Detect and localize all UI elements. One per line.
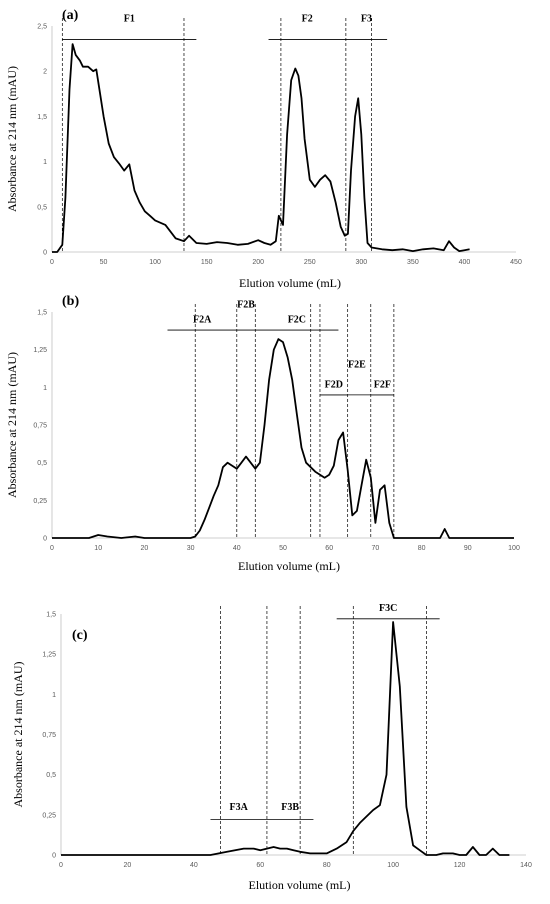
y-axis-title: Absorbance at 214 nm (mAU) bbox=[11, 662, 25, 808]
y-tick-label: 0,25 bbox=[42, 812, 56, 819]
x-tick-label: 90 bbox=[464, 545, 472, 552]
y-tick-label: 1,5 bbox=[37, 310, 47, 317]
panel-label: (a) bbox=[62, 8, 79, 23]
y-axis-title: Absorbance at 214 nm (mAU) bbox=[5, 352, 19, 498]
y-tick-label: 0,5 bbox=[37, 460, 47, 467]
x-tick-label: 120 bbox=[454, 862, 466, 869]
x-tick-label: 60 bbox=[256, 862, 264, 869]
fraction-label: F3 bbox=[361, 13, 372, 24]
x-tick-label: 20 bbox=[141, 545, 149, 552]
fraction-label: F3A bbox=[230, 802, 249, 813]
x-tick-label: 40 bbox=[190, 862, 198, 869]
fraction-label: F2B bbox=[237, 299, 255, 310]
x-axis-title: Elution volume (mL) bbox=[249, 878, 351, 892]
x-tick-label: 400 bbox=[459, 259, 471, 266]
x-tick-label: 80 bbox=[418, 545, 426, 552]
y-tick-label: 0 bbox=[43, 250, 47, 257]
y-tick-label: 1 bbox=[43, 385, 47, 392]
fraction-label: F2D bbox=[325, 379, 343, 390]
fraction-label: F1 bbox=[124, 13, 135, 24]
x-tick-label: 0 bbox=[50, 259, 54, 266]
panel-label: (c) bbox=[72, 628, 88, 643]
y-tick-label: 1,25 bbox=[33, 347, 47, 354]
x-tick-label: 10 bbox=[94, 545, 102, 552]
x-axis-title: Elution volume (mL) bbox=[239, 276, 341, 290]
x-tick-label: 350 bbox=[407, 259, 419, 266]
y-tick-label: 2 bbox=[43, 69, 47, 76]
fraction-label: F2E bbox=[348, 360, 366, 371]
x-tick-label: 100 bbox=[149, 259, 161, 266]
y-axis-title: Absorbance at 214 nm (mAU) bbox=[5, 66, 19, 212]
x-tick-label: 50 bbox=[279, 545, 287, 552]
y-tick-label: 0,5 bbox=[46, 772, 56, 779]
x-tick-label: 0 bbox=[59, 862, 63, 869]
x-tick-label: 140 bbox=[520, 862, 532, 869]
x-tick-label: 50 bbox=[100, 259, 108, 266]
y-tick-label: 1,5 bbox=[37, 114, 47, 121]
x-tick-label: 60 bbox=[325, 545, 333, 552]
y-tick-label: 1 bbox=[52, 692, 56, 699]
x-tick-label: 0 bbox=[50, 545, 54, 552]
y-tick-label: 1 bbox=[43, 159, 47, 166]
x-axis-title: Elution volume (mL) bbox=[238, 559, 340, 573]
y-tick-label: 0,75 bbox=[42, 732, 56, 739]
x-tick-label: 200 bbox=[252, 259, 264, 266]
chromatogram-line bbox=[52, 338, 514, 539]
fraction-label: F3B bbox=[281, 802, 299, 813]
panel-label: (b) bbox=[62, 294, 79, 309]
chromatogram-line bbox=[52, 43, 470, 253]
y-tick-label: 1,5 bbox=[46, 612, 56, 619]
chromatogram-line bbox=[61, 621, 510, 856]
y-tick-label: 0 bbox=[43, 536, 47, 543]
chart-panel-2: 0 10 20 30 40 50 60 70 80 90 100 0 0,25 0,5 0,75 1 1,25 1… bbox=[5, 294, 520, 573]
x-tick-label: 100 bbox=[508, 545, 520, 552]
chart-panel-3: 0 20 40 60 80 100 120 140 0 0,25 0,5 0,75 1 1,25 1,5 El… bbox=[11, 603, 532, 892]
x-tick-label: 70 bbox=[372, 545, 380, 552]
y-tick-label: 2,5 bbox=[37, 24, 47, 31]
y-tick-label: 0,75 bbox=[33, 423, 47, 430]
x-tick-label: 40 bbox=[233, 545, 241, 552]
y-tick-label: 0,5 bbox=[37, 204, 47, 211]
x-tick-label: 300 bbox=[355, 259, 367, 266]
fraction-label: F2C bbox=[288, 315, 306, 326]
x-tick-label: 20 bbox=[124, 862, 132, 869]
x-tick-label: 250 bbox=[304, 259, 316, 266]
x-tick-label: 100 bbox=[387, 862, 399, 869]
fraction-label: F2A bbox=[193, 315, 212, 326]
x-tick-label: 80 bbox=[323, 862, 331, 869]
chart-panel-1: 0 50 100 150 200 250 300 350 400 450 0 0,5 1 1,5 2 2,5 E… bbox=[5, 8, 522, 290]
x-tick-label: 450 bbox=[510, 259, 522, 266]
fraction-label: F2 bbox=[302, 13, 313, 24]
fraction-label: F3C bbox=[379, 603, 397, 614]
y-tick-label: 0 bbox=[52, 853, 56, 860]
fraction-label: F2F bbox=[374, 379, 391, 390]
y-tick-label: 1,25 bbox=[42, 652, 56, 659]
x-tick-label: 150 bbox=[201, 259, 213, 266]
x-tick-label: 30 bbox=[187, 545, 195, 552]
y-tick-label: 0,25 bbox=[33, 498, 47, 505]
